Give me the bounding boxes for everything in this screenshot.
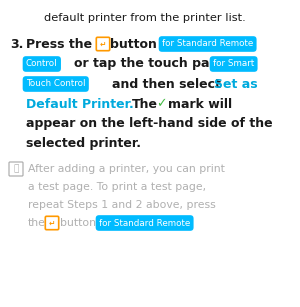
Text: selected printer.: selected printer.	[26, 138, 141, 150]
Text: appear on the left-hand side of the: appear on the left-hand side of the	[26, 118, 273, 130]
Text: mark will: mark will	[168, 98, 232, 111]
Text: After adding a printer, you can print: After adding a printer, you can print	[28, 164, 225, 174]
Text: Control: Control	[26, 60, 58, 68]
Text: default printer from the printer list.: default printer from the printer list.	[44, 13, 246, 23]
Text: and then select: and then select	[112, 77, 221, 91]
FancyBboxPatch shape	[45, 216, 59, 230]
Text: repeat Steps 1 and 2 above, press: repeat Steps 1 and 2 above, press	[28, 200, 216, 210]
Text: for Smart: for Smart	[213, 60, 254, 68]
Text: for Standard Remote: for Standard Remote	[99, 219, 190, 227]
Text: or tap the touch pad: or tap the touch pad	[74, 57, 218, 71]
Text: ⎘: ⎘	[13, 165, 19, 173]
Text: 3.: 3.	[10, 37, 23, 50]
Text: ✓: ✓	[156, 98, 166, 111]
FancyBboxPatch shape	[96, 37, 110, 51]
Text: Touch Control: Touch Control	[26, 80, 85, 88]
Text: Press the: Press the	[26, 37, 92, 50]
Text: ↵: ↵	[100, 40, 106, 49]
Text: button: button	[110, 37, 157, 50]
FancyBboxPatch shape	[9, 162, 23, 176]
Text: ↵: ↵	[49, 219, 55, 227]
Text: for Standard Remote: for Standard Remote	[162, 40, 253, 49]
Text: a test page. To print a test page,: a test page. To print a test page,	[28, 182, 206, 192]
Text: The: The	[132, 98, 158, 111]
Text: the: the	[28, 218, 46, 228]
Text: Set as: Set as	[214, 77, 258, 91]
Text: Default Printer.: Default Printer.	[26, 98, 134, 111]
Text: button: button	[60, 218, 96, 228]
